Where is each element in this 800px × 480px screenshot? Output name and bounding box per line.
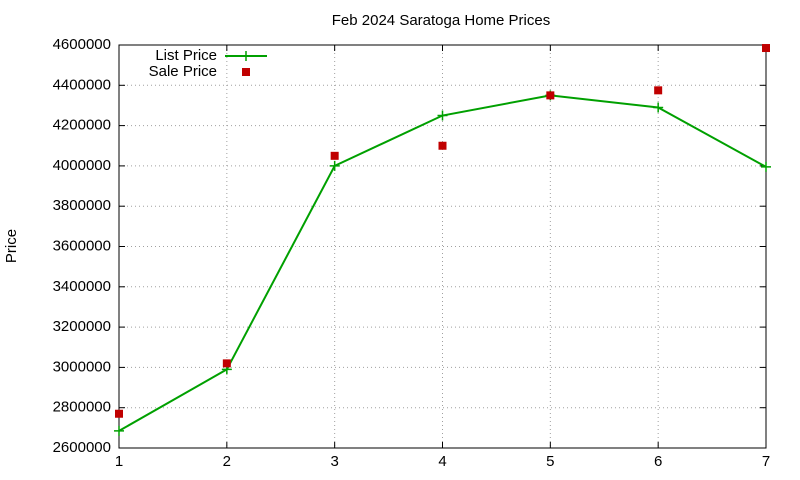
plot-frame — [118, 44, 767, 449]
data-point — [114, 425, 124, 436]
y-tick-label: 3600000 — [53, 237, 111, 254]
data-point — [653, 102, 664, 113]
x-tick-label: 6 — [654, 453, 662, 470]
y-tick-label: 3200000 — [53, 318, 111, 335]
y-tick-label: 4200000 — [53, 117, 111, 134]
data-point — [546, 91, 555, 100]
y-tick-label: 3000000 — [53, 358, 111, 375]
data-point — [761, 161, 771, 172]
y-tick-label: 3400000 — [53, 278, 111, 295]
x-tick-label: 1 — [115, 453, 123, 470]
data-point — [222, 359, 231, 368]
data-point — [654, 86, 663, 95]
data-point — [762, 44, 770, 53]
legend-label: Sale Price — [149, 63, 217, 80]
y-tick-label: 4000000 — [53, 157, 111, 174]
y-tick-label: 2800000 — [53, 399, 111, 416]
x-tick-label: 4 — [438, 453, 446, 470]
data-point — [115, 409, 123, 418]
x-tick-label: 2 — [223, 453, 231, 470]
data-point — [330, 151, 339, 160]
y-axis-label: Price — [3, 229, 20, 263]
legend-label: List Price — [155, 47, 217, 64]
y-tick-label: 4400000 — [53, 76, 111, 93]
y-tick-label: 2600000 — [53, 439, 111, 456]
data-point — [438, 141, 447, 150]
legend-swatch — [242, 68, 250, 76]
x-tick-label: 5 — [546, 453, 554, 470]
data-point — [437, 110, 448, 121]
chart-title: Feb 2024 Saratoga Home Prices — [332, 12, 550, 29]
y-tick-label: 4600000 — [53, 36, 111, 53]
x-tick-label: 7 — [762, 453, 770, 470]
x-tick-label: 3 — [330, 453, 338, 470]
data-point — [329, 160, 340, 171]
legend-swatch — [241, 51, 251, 61]
y-tick-label: 3800000 — [53, 197, 111, 214]
